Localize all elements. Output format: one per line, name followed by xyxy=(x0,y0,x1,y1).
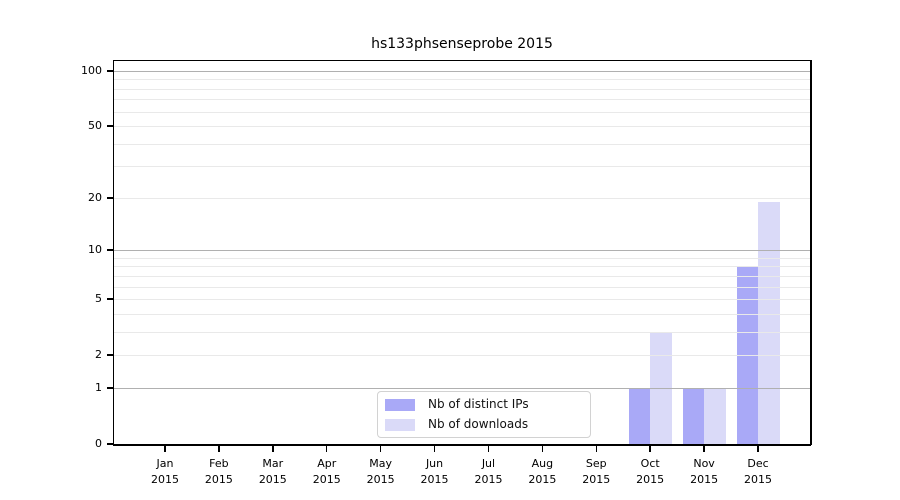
axis-spine-bottom xyxy=(113,444,811,446)
legend: Nb of distinct IPs Nb of downloads xyxy=(377,391,591,438)
chart-title: hs133phsenseprobe 2015 xyxy=(371,36,553,52)
x-tick-label-nov: Nov 2015 xyxy=(690,457,719,486)
gridline-minor-20 xyxy=(114,197,810,199)
gridline-minor-2 xyxy=(114,355,810,357)
axis-spine-top xyxy=(113,59,811,61)
y-tick-label-100: 100 xyxy=(81,63,102,77)
x-tick-jun xyxy=(433,445,436,452)
legend-label-distinct-ips: Nb of distinct IPs xyxy=(428,397,529,411)
x-tick-label-jan: Jan 2015 xyxy=(151,457,179,486)
x-tick-label-aug: Aug 2015 xyxy=(528,457,557,486)
bar-distinct-ips-oct xyxy=(628,387,651,444)
y-tick-label-1: 1 xyxy=(95,380,102,394)
x-tick-feb xyxy=(218,445,220,452)
y-tick-label-10: 10 xyxy=(88,243,102,257)
legend-swatch-downloads xyxy=(385,418,415,431)
x-tick-dec xyxy=(757,445,759,452)
gridline-minor-90 xyxy=(114,79,810,81)
gridline-major-100 xyxy=(114,70,810,72)
x-tick-label-may: May 2015 xyxy=(366,457,395,486)
y-tick-0 xyxy=(106,443,113,445)
y-tick-label-0: 0 xyxy=(95,437,102,450)
x-tick-may xyxy=(379,445,382,452)
legend-item-distinct-ips: Nb of distinct IPs xyxy=(385,398,580,411)
gridline-minor-4 xyxy=(114,313,810,315)
y-tick-5 xyxy=(106,298,113,300)
gridline-minor-9 xyxy=(114,257,810,259)
x-tick-aug xyxy=(541,445,544,452)
gridline-minor-50 xyxy=(114,126,810,128)
x-tick-label-oct: Oct 2015 xyxy=(636,457,665,486)
y-tick-2 xyxy=(106,354,113,356)
y-tick-label-5: 5 xyxy=(95,292,102,306)
y-tick-label-2: 2 xyxy=(95,348,102,362)
x-tick-nov xyxy=(703,445,705,452)
bar-downloads-nov xyxy=(704,387,726,444)
x-tick-sep xyxy=(595,445,598,452)
x-tick-label-mar: Mar 2015 xyxy=(258,457,287,486)
gridline-minor-40 xyxy=(114,143,810,145)
gridline-major-1 xyxy=(114,387,810,389)
y-tick-100 xyxy=(106,70,113,72)
gridline-minor-6 xyxy=(114,286,810,288)
gridline-minor-30 xyxy=(114,166,810,168)
bar-downloads-dec xyxy=(758,201,780,444)
axis-spine-right xyxy=(810,60,812,445)
bar-distinct-ips-nov xyxy=(682,387,705,444)
plot-area: Nb of distinct IPs Nb of downloads 0 1 2 5 1… xyxy=(81,59,812,486)
x-tick-mar xyxy=(272,445,274,452)
legend-item-downloads: Nb of downloads xyxy=(385,418,580,431)
x-tick-label-jul: Jul 2015 xyxy=(474,457,503,486)
gridline-minor-3 xyxy=(114,331,810,333)
legend-label-downloads: Nb of downloads xyxy=(428,417,529,431)
y-tick-label-20: 20 xyxy=(88,190,102,204)
x-tick-label-dec: Dec 2015 xyxy=(744,457,772,486)
x-tick-jan xyxy=(164,445,166,452)
x-tick-apr xyxy=(325,445,328,452)
y-tick-50 xyxy=(106,125,113,127)
x-tick-jul xyxy=(487,445,490,452)
x-tick-label-jun: Jun 2015 xyxy=(420,457,449,486)
gridline-minor-80 xyxy=(114,88,810,90)
gridline-minor-7 xyxy=(114,275,810,277)
legend-swatch-distinct-ips xyxy=(385,398,415,411)
gridline-minor-60 xyxy=(114,111,810,113)
bar-distinct-ips-dec xyxy=(736,266,758,444)
y-tick-label-50: 50 xyxy=(88,119,102,133)
y-tick-10 xyxy=(106,249,113,251)
y-tick-20 xyxy=(106,197,113,199)
y-tick-1 xyxy=(106,387,113,389)
x-tick-label-feb: Feb 2015 xyxy=(204,457,233,486)
x-tick-label-apr: Apr 2015 xyxy=(312,457,341,486)
gridline-minor-8 xyxy=(114,266,810,268)
x-tick-label-sep: Sep 2015 xyxy=(582,457,611,486)
gridline-minor-5 xyxy=(114,299,810,301)
axis-spine-left xyxy=(112,60,114,445)
x-tick-oct xyxy=(649,445,651,452)
gridline-major-10 xyxy=(114,250,810,252)
gridline-minor-70 xyxy=(114,99,810,101)
